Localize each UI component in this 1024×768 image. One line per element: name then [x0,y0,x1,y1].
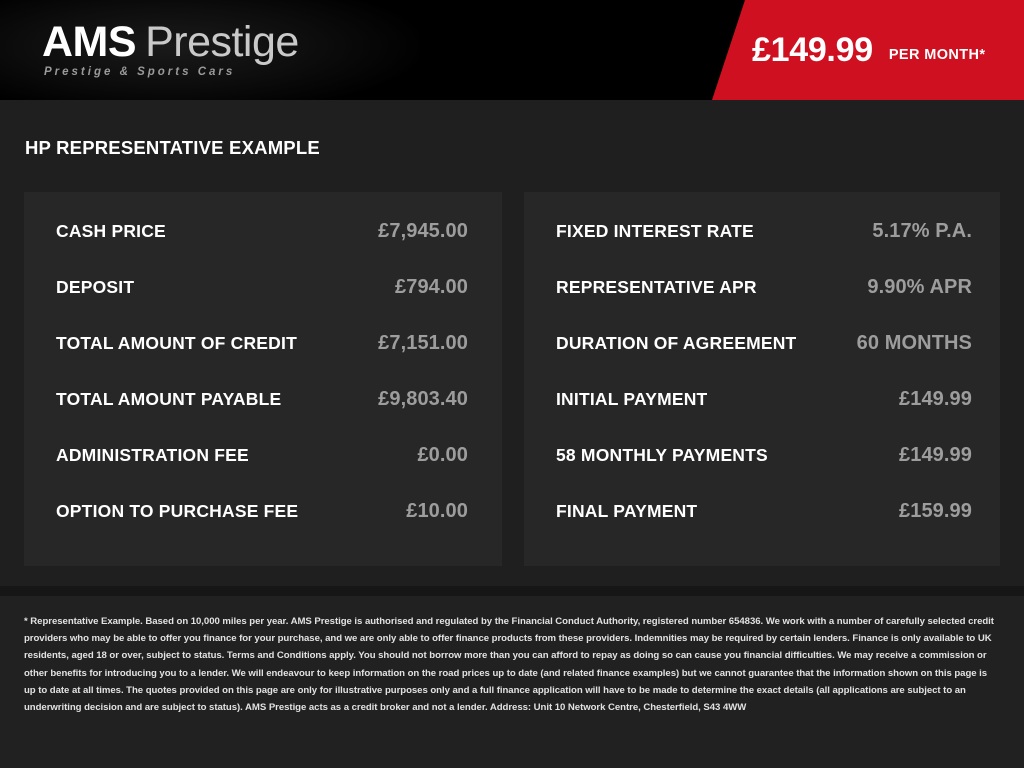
left-panel-rows: CASH PRICE £7,945.00 DEPOSIT £794.00 TOT… [24,220,502,556]
page-title: HP REPRESENTATIVE EXAMPLE [25,137,320,158]
row-label: REPRESENTATIVE APR [556,277,757,297]
row-value: £7,151.00 [378,332,468,354]
row-value: 60 MONTHS [856,332,972,354]
row-value: 9.90% APR [867,276,972,298]
table-row: DURATION OF AGREEMENT 60 MONTHS [524,332,1000,388]
row-value: £159.99 [899,500,972,522]
logo-tagline: Prestige & Sports Cars [44,66,236,78]
row-label: TOTAL AMOUNT OF CREDIT [56,333,297,353]
monthly-price-period: PER MONTH* [888,47,986,63]
page-footer: * Representative Example. Based on 10,00… [0,596,1024,768]
row-label: DURATION OF AGREEMENT [556,333,797,353]
right-panel-rows: FIXED INTEREST RATE 5.17% P.A. REPRESENT… [524,220,1000,556]
table-row: TOTAL AMOUNT OF CREDIT £7,151.00 [24,332,502,388]
row-label: DEPOSIT [56,277,135,297]
row-value: 5.17% P.A. [872,220,972,242]
table-row: CASH PRICE £7,945.00 [24,220,502,276]
price-banner-content: £149.99 PER MONTH* [752,0,985,100]
table-row: FIXED INTEREST RATE 5.17% P.A. [524,220,1000,276]
row-value: £794.00 [395,276,468,298]
brand-logo: AMS Prestige Prestige & Sports Cars [42,19,299,79]
table-row: TOTAL AMOUNT PAYABLE £9,803.40 [24,388,502,444]
logo-primary-text: AMS [42,18,137,66]
table-row: INITIAL PAYMENT £149.99 [524,388,1000,444]
left-details-panel: CASH PRICE £7,945.00 DEPOSIT £794.00 TOT… [24,192,502,566]
row-label: FIXED INTEREST RATE [556,221,754,241]
row-label: INITIAL PAYMENT [556,389,708,409]
row-label: TOTAL AMOUNT PAYABLE [56,389,282,409]
row-label: CASH PRICE [56,221,166,241]
row-value: £9,803.40 [378,388,468,410]
logo-wordmark: AMS Prestige [42,19,299,65]
row-value: £149.99 [899,388,972,410]
row-value: £149.99 [899,444,972,466]
table-row: OPTION TO PURCHASE FEE £10.00 [24,500,502,556]
logo-secondary-text: Prestige [145,18,299,66]
table-row: ADMINISTRATION FEE £0.00 [24,444,502,500]
row-value: £7,945.00 [378,220,468,242]
row-label: ADMINISTRATION FEE [56,445,249,465]
row-value: £0.00 [417,444,468,466]
main-content: HP REPRESENTATIVE EXAMPLE CASH PRICE £7,… [0,100,1024,586]
table-row: 58 MONTHLY PAYMENTS £149.99 [524,444,1000,500]
footer-divider [0,586,1024,596]
disclaimer-text: * Representative Example. Based on 10,00… [24,616,994,714]
monthly-price-amount: £149.99 [752,31,873,69]
row-label: 58 MONTHLY PAYMENTS [556,445,768,465]
price-flash-banner [712,0,1024,100]
row-label: OPTION TO PURCHASE FEE [56,501,299,521]
table-row: DEPOSIT £794.00 [24,276,502,332]
row-label: FINAL PAYMENT [556,501,698,521]
table-row: FINAL PAYMENT £159.99 [524,500,1000,556]
right-details-panel: FIXED INTEREST RATE 5.17% P.A. REPRESENT… [524,192,1000,566]
row-value: £10.00 [406,500,468,522]
page-header: AMS Prestige Prestige & Sports Cars £149.… [0,0,1024,100]
header-glow-decoration [0,0,420,100]
table-row: REPRESENTATIVE APR 9.90% APR [524,276,1000,332]
